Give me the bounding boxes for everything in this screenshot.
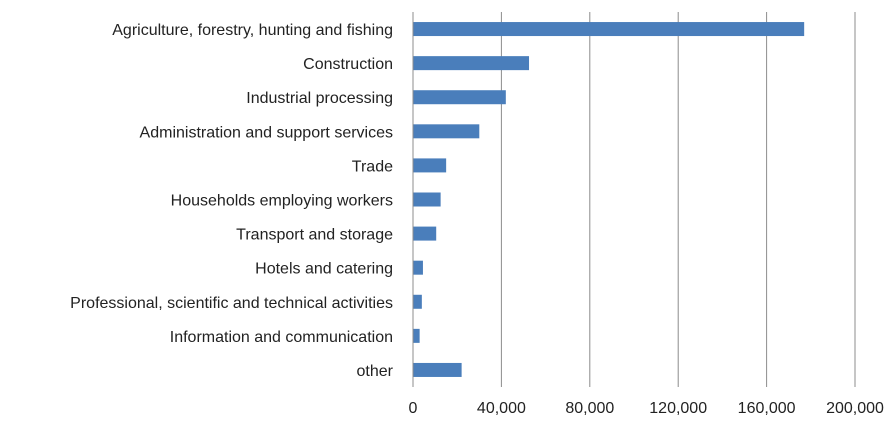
- bar: [413, 294, 422, 309]
- bar: [413, 362, 462, 377]
- category-label: Professional, scientific and technical a…: [70, 295, 393, 312]
- x-axis-tick-labels: 0 40,000 80,000 120,000 160,000 200,000: [409, 400, 884, 417]
- bar: [413, 192, 441, 207]
- category-label: Trade: [352, 158, 393, 175]
- bars: [413, 22, 805, 377]
- bar: [413, 328, 420, 343]
- bar: [413, 22, 805, 37]
- bar: [413, 260, 423, 275]
- x-tick-label: 120,000: [649, 400, 707, 417]
- x-tick-label: 200,000: [826, 400, 884, 417]
- bar: [413, 56, 530, 71]
- category-label: Agriculture, forestry, hunting and fishi…: [112, 22, 393, 39]
- category-label: Information and communication: [170, 329, 393, 346]
- x-tick-label: 40,000: [477, 400, 526, 417]
- x-tick-label: 160,000: [738, 400, 796, 417]
- category-label: Industrial processing: [246, 90, 393, 107]
- category-label: Hotels and catering: [255, 261, 393, 278]
- category-label: Households employing workers: [171, 193, 393, 210]
- category-label: other: [357, 363, 394, 380]
- category-label: Transport and storage: [236, 227, 393, 244]
- category-label: Administration and support services: [140, 124, 393, 141]
- x-tick-label: 80,000: [565, 400, 614, 417]
- category-label: Construction: [303, 56, 393, 73]
- bar: [413, 90, 506, 105]
- bar: [413, 124, 480, 139]
- category-labels: Agriculture, forestry, hunting and fishi…: [70, 22, 394, 380]
- gridlines: [500, 12, 856, 387]
- bar: [413, 158, 447, 173]
- bar: [413, 226, 437, 241]
- x-tick-label: 0: [409, 400, 418, 417]
